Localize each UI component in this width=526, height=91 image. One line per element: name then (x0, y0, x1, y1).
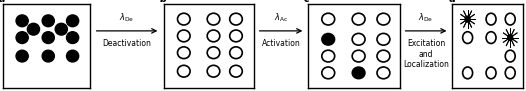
Circle shape (177, 65, 190, 77)
Circle shape (486, 13, 496, 25)
Circle shape (207, 13, 220, 25)
Circle shape (377, 33, 390, 45)
Text: d: d (449, 0, 456, 4)
Circle shape (352, 50, 365, 62)
Circle shape (66, 50, 79, 62)
Circle shape (16, 32, 28, 43)
Circle shape (42, 32, 54, 43)
Circle shape (377, 13, 390, 25)
Text: c: c (304, 0, 309, 4)
Circle shape (486, 32, 496, 43)
Circle shape (177, 47, 190, 59)
Circle shape (322, 13, 335, 25)
Circle shape (177, 13, 190, 25)
Circle shape (352, 67, 365, 79)
Circle shape (207, 30, 220, 42)
Circle shape (207, 65, 220, 77)
Circle shape (322, 50, 335, 62)
Circle shape (486, 67, 496, 79)
Circle shape (508, 35, 513, 40)
Circle shape (352, 13, 365, 25)
Circle shape (42, 15, 54, 27)
Circle shape (230, 47, 242, 59)
Text: $\lambda_{\rm Ac}$: $\lambda_{\rm Ac}$ (274, 12, 288, 24)
Circle shape (505, 50, 515, 62)
Circle shape (230, 13, 242, 25)
Circle shape (465, 16, 470, 22)
Circle shape (322, 33, 335, 45)
Circle shape (377, 50, 390, 62)
Text: Activation: Activation (261, 39, 300, 48)
Circle shape (463, 67, 472, 79)
Circle shape (505, 67, 515, 79)
Circle shape (27, 23, 39, 35)
Circle shape (505, 13, 515, 25)
Text: Deactivation: Deactivation (103, 39, 151, 48)
Circle shape (16, 50, 28, 62)
Circle shape (66, 32, 79, 43)
Circle shape (230, 30, 242, 42)
Circle shape (42, 50, 54, 62)
Text: $\lambda_{\rm De}$: $\lambda_{\rm De}$ (119, 12, 135, 24)
Circle shape (230, 65, 242, 77)
Circle shape (207, 47, 220, 59)
Circle shape (322, 67, 335, 79)
Text: $\lambda_{\rm De}$: $\lambda_{\rm De}$ (418, 12, 433, 24)
Circle shape (16, 15, 28, 27)
Text: b: b (159, 0, 167, 4)
Text: Excitation
and
Localization: Excitation and Localization (403, 39, 449, 69)
Circle shape (55, 23, 67, 35)
Circle shape (352, 33, 365, 45)
Circle shape (377, 67, 390, 79)
Circle shape (177, 30, 190, 42)
Circle shape (66, 15, 79, 27)
Text: a: a (0, 0, 5, 4)
Circle shape (463, 32, 472, 43)
